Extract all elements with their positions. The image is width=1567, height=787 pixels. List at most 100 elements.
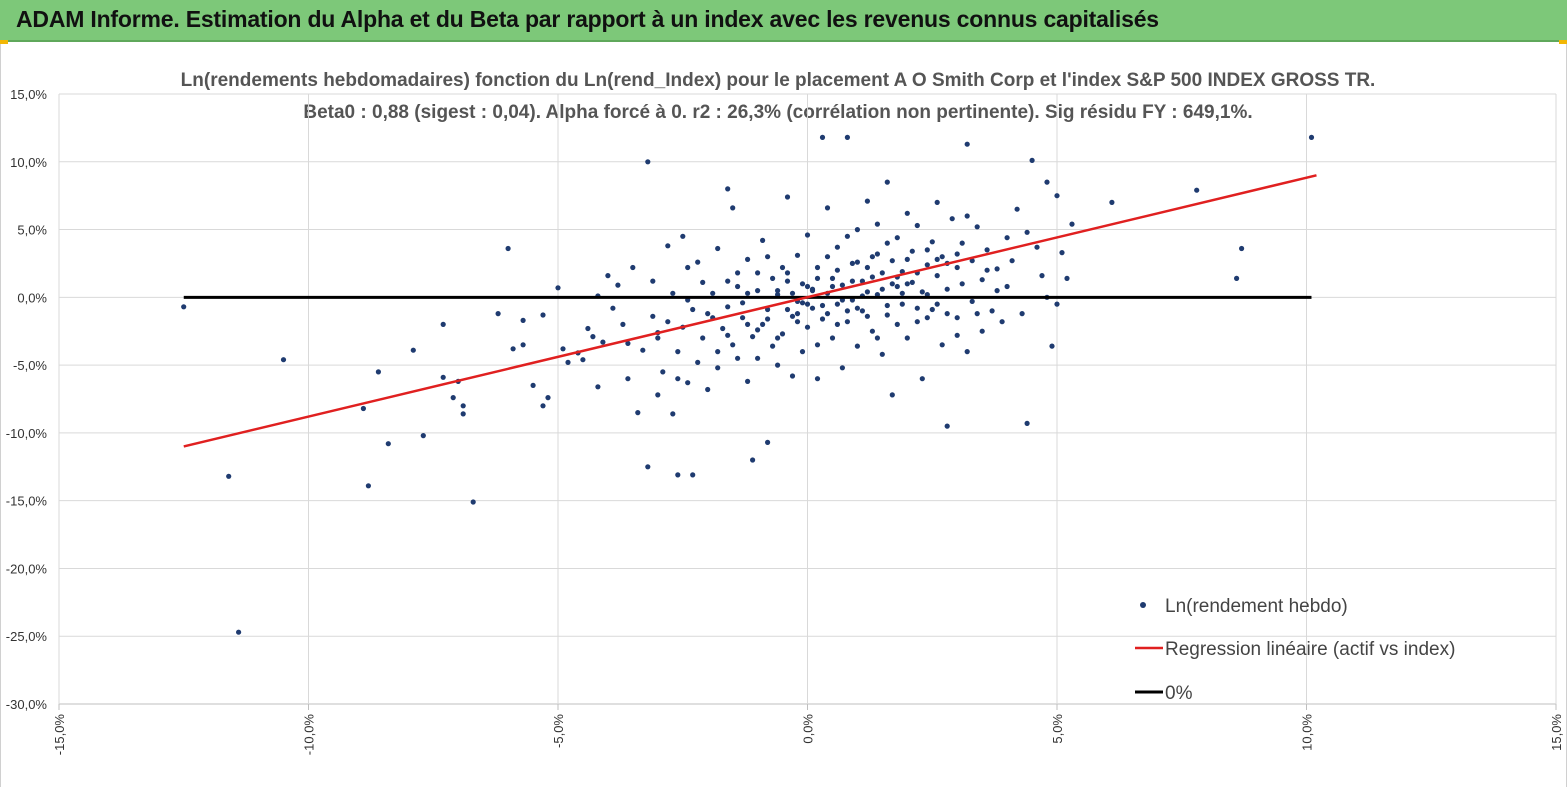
data-point xyxy=(625,376,631,382)
data-point xyxy=(1024,420,1030,426)
data-point xyxy=(1069,221,1075,227)
data-point xyxy=(470,499,476,505)
data-point xyxy=(765,439,771,445)
data-point xyxy=(814,376,821,382)
header-banner: ADAM Informe. Estimation du Alpha et du … xyxy=(0,0,1567,42)
data-point xyxy=(236,629,242,635)
data-point xyxy=(725,278,731,284)
data-point xyxy=(834,267,841,273)
data-point xyxy=(735,283,741,290)
data-point xyxy=(799,281,806,287)
data-point xyxy=(560,346,566,352)
data-point xyxy=(944,311,950,317)
data-point xyxy=(765,316,771,322)
data-point xyxy=(864,289,871,295)
data-point xyxy=(670,290,676,296)
data-point xyxy=(715,245,721,252)
data-point xyxy=(844,233,851,239)
corner-marker-left xyxy=(0,40,8,44)
data-point xyxy=(944,286,950,292)
legend-scatter-marker xyxy=(1140,602,1146,608)
data-point xyxy=(864,198,871,204)
data-point xyxy=(580,357,586,363)
data-point xyxy=(849,278,856,284)
data-point xyxy=(864,313,871,319)
data-point xyxy=(814,264,821,271)
data-point xyxy=(520,317,526,323)
data-point xyxy=(824,311,831,317)
data-point xyxy=(495,311,501,317)
data-point xyxy=(854,259,861,265)
data-point xyxy=(904,256,910,262)
data-point xyxy=(889,281,895,287)
data-point xyxy=(859,278,866,284)
data-point xyxy=(1239,245,1245,252)
data-point xyxy=(809,286,816,292)
data-point xyxy=(784,194,791,200)
data-point xyxy=(745,378,751,384)
data-point xyxy=(884,312,890,318)
data-point xyxy=(824,205,831,211)
data-point xyxy=(740,300,746,306)
data-point xyxy=(660,369,666,375)
y-tick-label: -5,0% xyxy=(13,358,47,373)
data-point xyxy=(665,319,671,325)
data-point xyxy=(879,270,885,276)
data-point xyxy=(934,256,940,262)
x-axis-ticks: -15,0% -10,0% -5,0% 0,0% 5,0% 10,0% 15,0% xyxy=(52,704,1564,755)
data-point xyxy=(695,259,701,265)
data-point xyxy=(685,264,691,271)
data-point xyxy=(760,321,766,327)
data-point xyxy=(904,335,910,341)
data-point xyxy=(909,279,915,285)
data-point xyxy=(620,321,626,327)
data-point xyxy=(964,349,970,355)
data-point xyxy=(874,221,881,227)
data-point xyxy=(934,273,940,279)
page-title: ADAM Informe. Estimation du Alpha et du … xyxy=(16,6,1159,32)
legend-regression-label: Regression linéaire (actif vs index) xyxy=(1165,639,1455,660)
data-point xyxy=(889,258,895,264)
data-point xyxy=(675,472,681,478)
data-point xyxy=(1308,134,1315,140)
legend: Ln(rendement hebdo) Regression linéaire … xyxy=(1135,596,1455,704)
data-point xyxy=(555,285,561,291)
y-tick-label: -15,0% xyxy=(6,494,48,509)
data-point xyxy=(794,252,801,258)
y-tick-label: 5,0% xyxy=(17,223,47,238)
data-point xyxy=(789,313,796,319)
data-point xyxy=(799,349,806,355)
data-point xyxy=(819,302,826,309)
x-tick-label: 10,0% xyxy=(1300,714,1315,751)
data-point xyxy=(854,343,861,349)
data-point xyxy=(919,289,925,295)
data-point xyxy=(750,457,756,463)
data-point xyxy=(944,423,950,429)
data-point xyxy=(784,306,791,313)
data-point xyxy=(775,362,781,368)
data-point xyxy=(655,392,661,398)
y-tick-label: 15,0% xyxy=(10,87,47,102)
data-point xyxy=(740,315,746,321)
data-point xyxy=(969,258,975,264)
data-point xyxy=(964,141,970,147)
data-point xyxy=(440,374,446,380)
data-point xyxy=(280,357,287,363)
data-point xyxy=(804,283,811,290)
data-point xyxy=(1024,229,1030,235)
data-point xyxy=(844,134,851,140)
data-point xyxy=(540,403,546,409)
y-tick-label: -20,0% xyxy=(6,561,48,576)
data-point xyxy=(789,290,796,296)
data-point xyxy=(824,254,831,260)
data-point xyxy=(450,395,456,401)
data-point xyxy=(1234,275,1240,281)
data-point xyxy=(775,288,781,294)
data-point xyxy=(680,233,686,239)
data-point xyxy=(839,282,846,288)
y-tick-label: -30,0% xyxy=(6,697,48,712)
data-point xyxy=(969,298,975,304)
data-point xyxy=(365,483,371,489)
data-point xyxy=(605,273,611,279)
data-point xyxy=(999,319,1005,325)
